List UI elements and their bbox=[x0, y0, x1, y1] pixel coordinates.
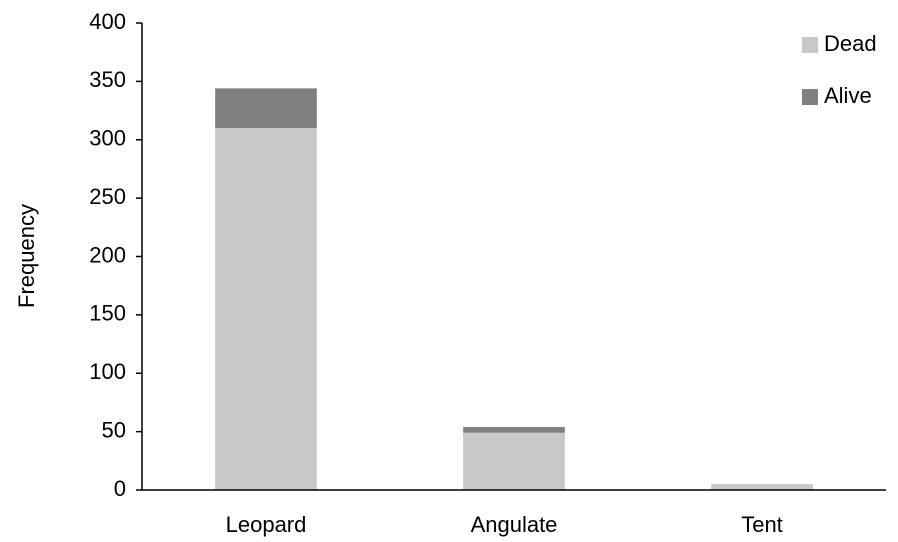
legend-label: Dead bbox=[824, 31, 877, 56]
y-tick-label: 400 bbox=[89, 9, 126, 34]
y-tick-label: 250 bbox=[89, 184, 126, 209]
legend-label: Alive bbox=[824, 83, 872, 108]
bar-segment bbox=[215, 88, 317, 129]
x-tick-label: Angulate bbox=[471, 512, 558, 537]
y-tick-label: 0 bbox=[114, 476, 126, 501]
bar-segment bbox=[215, 128, 317, 490]
legend-swatch bbox=[802, 37, 818, 53]
legend-swatch bbox=[802, 89, 818, 105]
x-tick-label: Tent bbox=[741, 512, 783, 537]
y-tick-label: 150 bbox=[89, 301, 126, 326]
bar-segment bbox=[463, 426, 565, 433]
bar-segment bbox=[711, 484, 813, 490]
x-tick-label: Leopard bbox=[226, 512, 307, 537]
y-axis-label: Frequency bbox=[14, 204, 39, 308]
y-tick-label: 200 bbox=[89, 242, 126, 267]
y-tick-label: 350 bbox=[89, 67, 126, 92]
bar-segment bbox=[463, 432, 565, 490]
y-tick-label: 300 bbox=[89, 126, 126, 151]
y-tick-label: 50 bbox=[102, 417, 126, 442]
y-tick-label: 100 bbox=[89, 359, 126, 384]
